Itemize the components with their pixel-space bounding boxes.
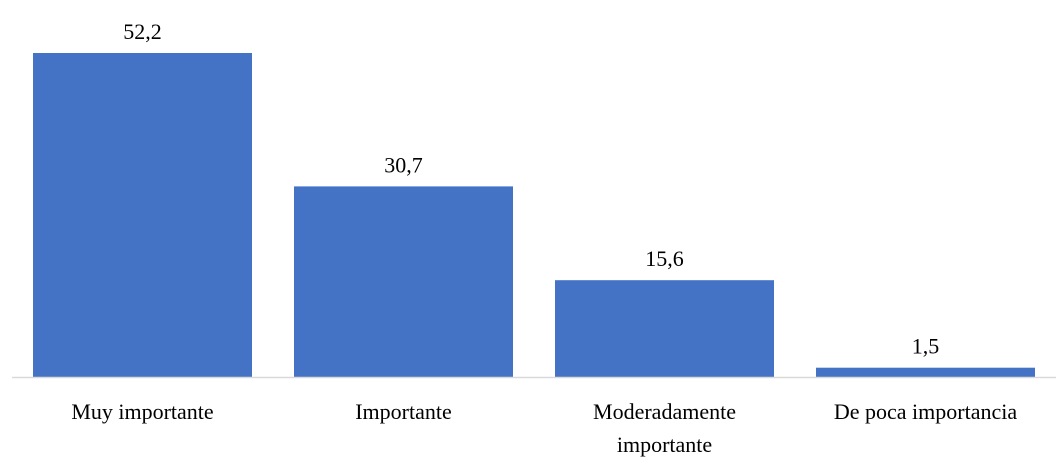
- bar-3: [555, 280, 774, 377]
- data-label-1: 52,2: [123, 19, 162, 44]
- bar-2: [294, 186, 513, 377]
- category-label-2: Importante: [355, 399, 452, 424]
- bar-1: [33, 53, 252, 377]
- bar-4: [816, 367, 1035, 377]
- data-label-4: 1,5: [912, 334, 940, 359]
- data-label-2: 30,7: [384, 152, 423, 177]
- category-labels-layer: Muy importante Importante Moderadamente imp…: [71, 399, 1017, 457]
- category-label-4: De poca importancia: [834, 399, 1017, 424]
- category-label-3-line-2: importante: [617, 432, 712, 457]
- category-label-1: Muy importante: [71, 399, 213, 424]
- category-label-3-line-1: Moderadamente: [593, 399, 736, 424]
- data-labels-layer: 52,2 30,7 15,6 1,5: [123, 19, 939, 359]
- bars-layer: [33, 53, 1035, 377]
- data-label-3: 15,6: [645, 246, 684, 271]
